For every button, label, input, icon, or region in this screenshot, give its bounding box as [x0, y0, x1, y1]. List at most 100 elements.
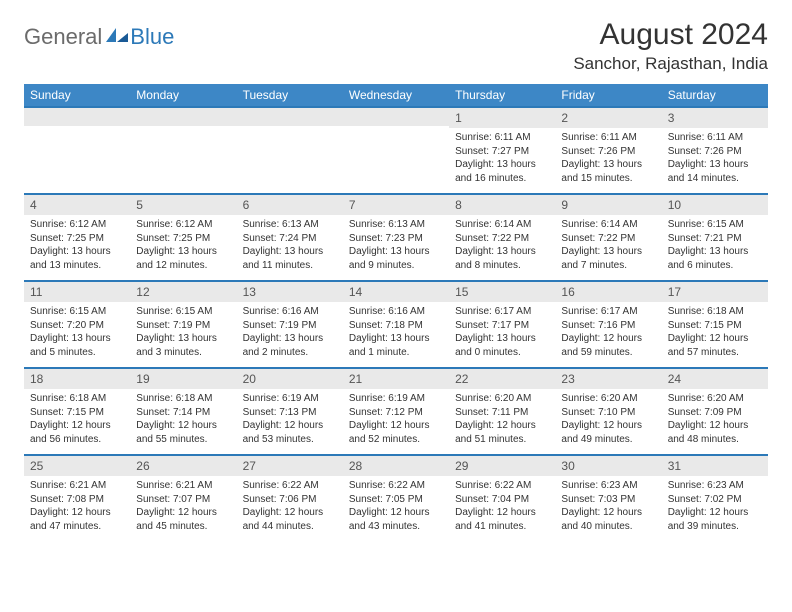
- day-details: Sunrise: 6:12 AMSunset: 7:25 PMDaylight:…: [130, 215, 236, 280]
- calendar-day-cell: 12Sunrise: 6:15 AMSunset: 7:19 PMDayligh…: [130, 281, 236, 368]
- day-details: Sunrise: 6:19 AMSunset: 7:13 PMDaylight:…: [237, 389, 343, 454]
- calendar-document: General Blue August 2024 Sanchor, Rajast…: [0, 0, 792, 559]
- sunrise-text: Sunrise: 6:19 AM: [243, 392, 337, 406]
- day-header: Sunday: [24, 84, 130, 107]
- daylight-text: Daylight: 12 hours and 48 minutes.: [668, 419, 762, 446]
- sunrise-text: Sunrise: 6:20 AM: [668, 392, 762, 406]
- sunrise-text: Sunrise: 6:16 AM: [243, 305, 337, 319]
- day-details: Sunrise: 6:13 AMSunset: 7:23 PMDaylight:…: [343, 215, 449, 280]
- sunrise-text: Sunrise: 6:19 AM: [349, 392, 443, 406]
- day-details: Sunrise: 6:15 AMSunset: 7:19 PMDaylight:…: [130, 302, 236, 367]
- daylight-text: Daylight: 13 hours and 9 minutes.: [349, 245, 443, 272]
- day-details: [24, 126, 130, 186]
- sunset-text: Sunset: 7:13 PM: [243, 406, 337, 420]
- day-details: Sunrise: 6:16 AMSunset: 7:18 PMDaylight:…: [343, 302, 449, 367]
- daylight-text: Daylight: 13 hours and 3 minutes.: [136, 332, 230, 359]
- day-number: 23: [555, 369, 661, 389]
- day-details: Sunrise: 6:22 AMSunset: 7:04 PMDaylight:…: [449, 476, 555, 541]
- day-number: 3: [662, 108, 768, 128]
- sunrise-text: Sunrise: 6:23 AM: [561, 479, 655, 493]
- sunset-text: Sunset: 7:23 PM: [349, 232, 443, 246]
- day-number: 12: [130, 282, 236, 302]
- daylight-text: Daylight: 12 hours and 44 minutes.: [243, 506, 337, 533]
- day-number: [24, 108, 130, 126]
- sunset-text: Sunset: 7:24 PM: [243, 232, 337, 246]
- day-details: Sunrise: 6:11 AMSunset: 7:26 PMDaylight:…: [555, 128, 661, 193]
- document-header: General Blue August 2024 Sanchor, Rajast…: [24, 18, 768, 74]
- calendar-day-cell: 4Sunrise: 6:12 AMSunset: 7:25 PMDaylight…: [24, 194, 130, 281]
- calendar-day-cell: 21Sunrise: 6:19 AMSunset: 7:12 PMDayligh…: [343, 368, 449, 455]
- sunrise-text: Sunrise: 6:11 AM: [668, 131, 762, 145]
- calendar-day-cell: 27Sunrise: 6:22 AMSunset: 7:06 PMDayligh…: [237, 455, 343, 541]
- day-details: Sunrise: 6:23 AMSunset: 7:03 PMDaylight:…: [555, 476, 661, 541]
- sunrise-text: Sunrise: 6:17 AM: [455, 305, 549, 319]
- daylight-text: Daylight: 13 hours and 13 minutes.: [30, 245, 124, 272]
- calendar-day-cell: 30Sunrise: 6:23 AMSunset: 7:03 PMDayligh…: [555, 455, 661, 541]
- calendar-day-cell: 18Sunrise: 6:18 AMSunset: 7:15 PMDayligh…: [24, 368, 130, 455]
- daylight-text: Daylight: 12 hours and 49 minutes.: [561, 419, 655, 446]
- sunset-text: Sunset: 7:04 PM: [455, 493, 549, 507]
- daylight-text: Daylight: 12 hours and 52 minutes.: [349, 419, 443, 446]
- day-number: 20: [237, 369, 343, 389]
- day-details: Sunrise: 6:19 AMSunset: 7:12 PMDaylight:…: [343, 389, 449, 454]
- calendar-body: 1Sunrise: 6:11 AMSunset: 7:27 PMDaylight…: [24, 107, 768, 541]
- day-details: [237, 126, 343, 186]
- daylight-text: Daylight: 13 hours and 8 minutes.: [455, 245, 549, 272]
- daylight-text: Daylight: 12 hours and 53 minutes.: [243, 419, 337, 446]
- calendar-week-row: 25Sunrise: 6:21 AMSunset: 7:08 PMDayligh…: [24, 455, 768, 541]
- day-details: Sunrise: 6:17 AMSunset: 7:17 PMDaylight:…: [449, 302, 555, 367]
- day-details: [343, 126, 449, 186]
- sunset-text: Sunset: 7:14 PM: [136, 406, 230, 420]
- day-number: [343, 108, 449, 126]
- month-year-title: August 2024: [573, 18, 768, 52]
- calendar-day-cell: 29Sunrise: 6:22 AMSunset: 7:04 PMDayligh…: [449, 455, 555, 541]
- day-details: Sunrise: 6:17 AMSunset: 7:16 PMDaylight:…: [555, 302, 661, 367]
- daylight-text: Daylight: 13 hours and 1 minute.: [349, 332, 443, 359]
- day-number: 9: [555, 195, 661, 215]
- calendar-day-cell: 23Sunrise: 6:20 AMSunset: 7:10 PMDayligh…: [555, 368, 661, 455]
- day-details: Sunrise: 6:14 AMSunset: 7:22 PMDaylight:…: [449, 215, 555, 280]
- calendar-day-cell: 5Sunrise: 6:12 AMSunset: 7:25 PMDaylight…: [130, 194, 236, 281]
- sunset-text: Sunset: 7:22 PM: [455, 232, 549, 246]
- sunset-text: Sunset: 7:17 PM: [455, 319, 549, 333]
- calendar-day-cell: 24Sunrise: 6:20 AMSunset: 7:09 PMDayligh…: [662, 368, 768, 455]
- title-block: August 2024 Sanchor, Rajasthan, India: [573, 18, 768, 74]
- sunset-text: Sunset: 7:02 PM: [668, 493, 762, 507]
- day-number: 13: [237, 282, 343, 302]
- day-header: Wednesday: [343, 84, 449, 107]
- sunrise-text: Sunrise: 6:18 AM: [136, 392, 230, 406]
- sunset-text: Sunset: 7:22 PM: [561, 232, 655, 246]
- day-header-row: Sunday Monday Tuesday Wednesday Thursday…: [24, 84, 768, 107]
- calendar-day-cell: 6Sunrise: 6:13 AMSunset: 7:24 PMDaylight…: [237, 194, 343, 281]
- sunset-text: Sunset: 7:19 PM: [243, 319, 337, 333]
- sunset-text: Sunset: 7:11 PM: [455, 406, 549, 420]
- day-number: 30: [555, 456, 661, 476]
- day-number: 14: [343, 282, 449, 302]
- logo-text-part1: General: [24, 24, 102, 50]
- sunrise-text: Sunrise: 6:18 AM: [30, 392, 124, 406]
- sunset-text: Sunset: 7:07 PM: [136, 493, 230, 507]
- day-details: Sunrise: 6:11 AMSunset: 7:27 PMDaylight:…: [449, 128, 555, 193]
- daylight-text: Daylight: 13 hours and 14 minutes.: [668, 158, 762, 185]
- daylight-text: Daylight: 12 hours and 51 minutes.: [455, 419, 549, 446]
- day-details: Sunrise: 6:22 AMSunset: 7:05 PMDaylight:…: [343, 476, 449, 541]
- sunset-text: Sunset: 7:15 PM: [668, 319, 762, 333]
- sunset-text: Sunset: 7:06 PM: [243, 493, 337, 507]
- calendar-day-cell: 17Sunrise: 6:18 AMSunset: 7:15 PMDayligh…: [662, 281, 768, 368]
- calendar-day-cell: 15Sunrise: 6:17 AMSunset: 7:17 PMDayligh…: [449, 281, 555, 368]
- sunrise-text: Sunrise: 6:16 AM: [349, 305, 443, 319]
- calendar-day-cell: 11Sunrise: 6:15 AMSunset: 7:20 PMDayligh…: [24, 281, 130, 368]
- calendar-day-cell: 1Sunrise: 6:11 AMSunset: 7:27 PMDaylight…: [449, 107, 555, 194]
- sunset-text: Sunset: 7:21 PM: [668, 232, 762, 246]
- calendar-day-cell: 2Sunrise: 6:11 AMSunset: 7:26 PMDaylight…: [555, 107, 661, 194]
- daylight-text: Daylight: 12 hours and 45 minutes.: [136, 506, 230, 533]
- day-number: 19: [130, 369, 236, 389]
- calendar-day-cell: 16Sunrise: 6:17 AMSunset: 7:16 PMDayligh…: [555, 281, 661, 368]
- daylight-text: Daylight: 13 hours and 2 minutes.: [243, 332, 337, 359]
- sunrise-text: Sunrise: 6:22 AM: [455, 479, 549, 493]
- calendar-day-cell: 28Sunrise: 6:22 AMSunset: 7:05 PMDayligh…: [343, 455, 449, 541]
- daylight-text: Daylight: 13 hours and 6 minutes.: [668, 245, 762, 272]
- location-subtitle: Sanchor, Rajasthan, India: [573, 54, 768, 74]
- sunrise-text: Sunrise: 6:12 AM: [30, 218, 124, 232]
- daylight-text: Daylight: 13 hours and 11 minutes.: [243, 245, 337, 272]
